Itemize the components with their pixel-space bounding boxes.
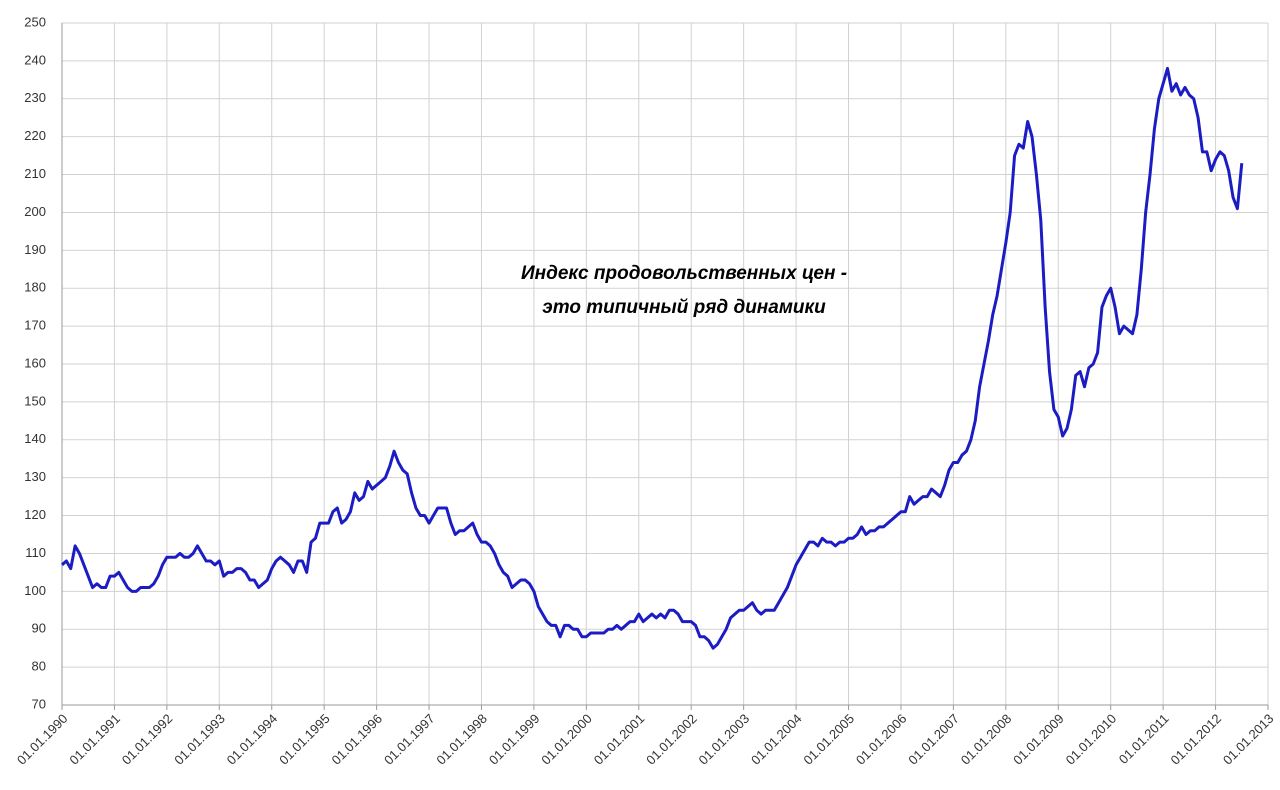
x-tick-label: 01.01.2001	[591, 711, 648, 768]
annotation: это типичный ряд динамики	[542, 297, 826, 318]
y-tick-label: 170	[24, 318, 46, 333]
y-tick-label: 90	[32, 621, 46, 636]
y-tick-label: 130	[24, 469, 46, 484]
x-tick-label: 01.01.2007	[905, 711, 962, 768]
x-tick-label: 01.01.1990	[14, 711, 71, 768]
y-tick-label: 220	[24, 128, 46, 143]
y-tick-label: 210	[24, 166, 46, 181]
x-tick-label: 01.01.1993	[171, 711, 228, 768]
x-tick-label: 01.01.2002	[643, 711, 700, 768]
y-tick-label: 180	[24, 280, 46, 295]
x-tick-label: 01.01.2011	[1116, 711, 1172, 767]
x-tick-label: 01.01.1991	[66, 711, 123, 768]
x-tick-label: 01.01.2003	[696, 711, 753, 768]
x-tick-label: 01.01.1997	[381, 711, 438, 768]
y-tick-label: 230	[24, 90, 46, 105]
x-tick-label: 01.01.2012	[1167, 711, 1224, 768]
y-tick-label: 80	[32, 659, 46, 674]
x-tick-label: 01.01.1998	[433, 711, 490, 768]
y-tick-label: 240	[24, 52, 46, 67]
y-tick-label: 100	[24, 583, 46, 598]
x-tick-label: 01.01.2005	[800, 711, 857, 768]
x-tick-label: 01.01.2000	[538, 711, 595, 768]
y-tick-label: 190	[24, 242, 46, 257]
y-tick-label: 250	[24, 14, 46, 29]
x-tick-label: 01.01.2006	[853, 711, 910, 768]
y-tick-label: 200	[24, 204, 46, 219]
x-tick-label: 01.01.2009	[1010, 711, 1067, 768]
y-tick-label: 120	[24, 507, 46, 522]
data-line	[61, 66, 1244, 650]
x-tick-label: 01.01.1995	[276, 711, 333, 768]
x-tick-label: 01.01.1999	[486, 711, 543, 768]
y-tick-label: 160	[24, 355, 46, 370]
x-tick-label: 01.01.2013	[1220, 711, 1277, 768]
annotation: Индекс продовольственных цен -	[521, 263, 847, 284]
y-tick-label: 70	[32, 696, 46, 711]
x-tick-label: 01.01.2008	[958, 711, 1015, 768]
x-tick-label: 01.01.1992	[119, 711, 176, 768]
y-tick-label: 110	[25, 545, 46, 560]
x-tick-label: 01.01.1994	[224, 711, 281, 768]
x-tick-label: 01.01.2004	[748, 711, 805, 768]
y-tick-label: 150	[24, 393, 46, 408]
x-tick-label: 01.01.2010	[1063, 711, 1120, 768]
y-tick-label: 140	[24, 431, 46, 446]
x-tick-label: 01.01.1996	[329, 711, 386, 768]
